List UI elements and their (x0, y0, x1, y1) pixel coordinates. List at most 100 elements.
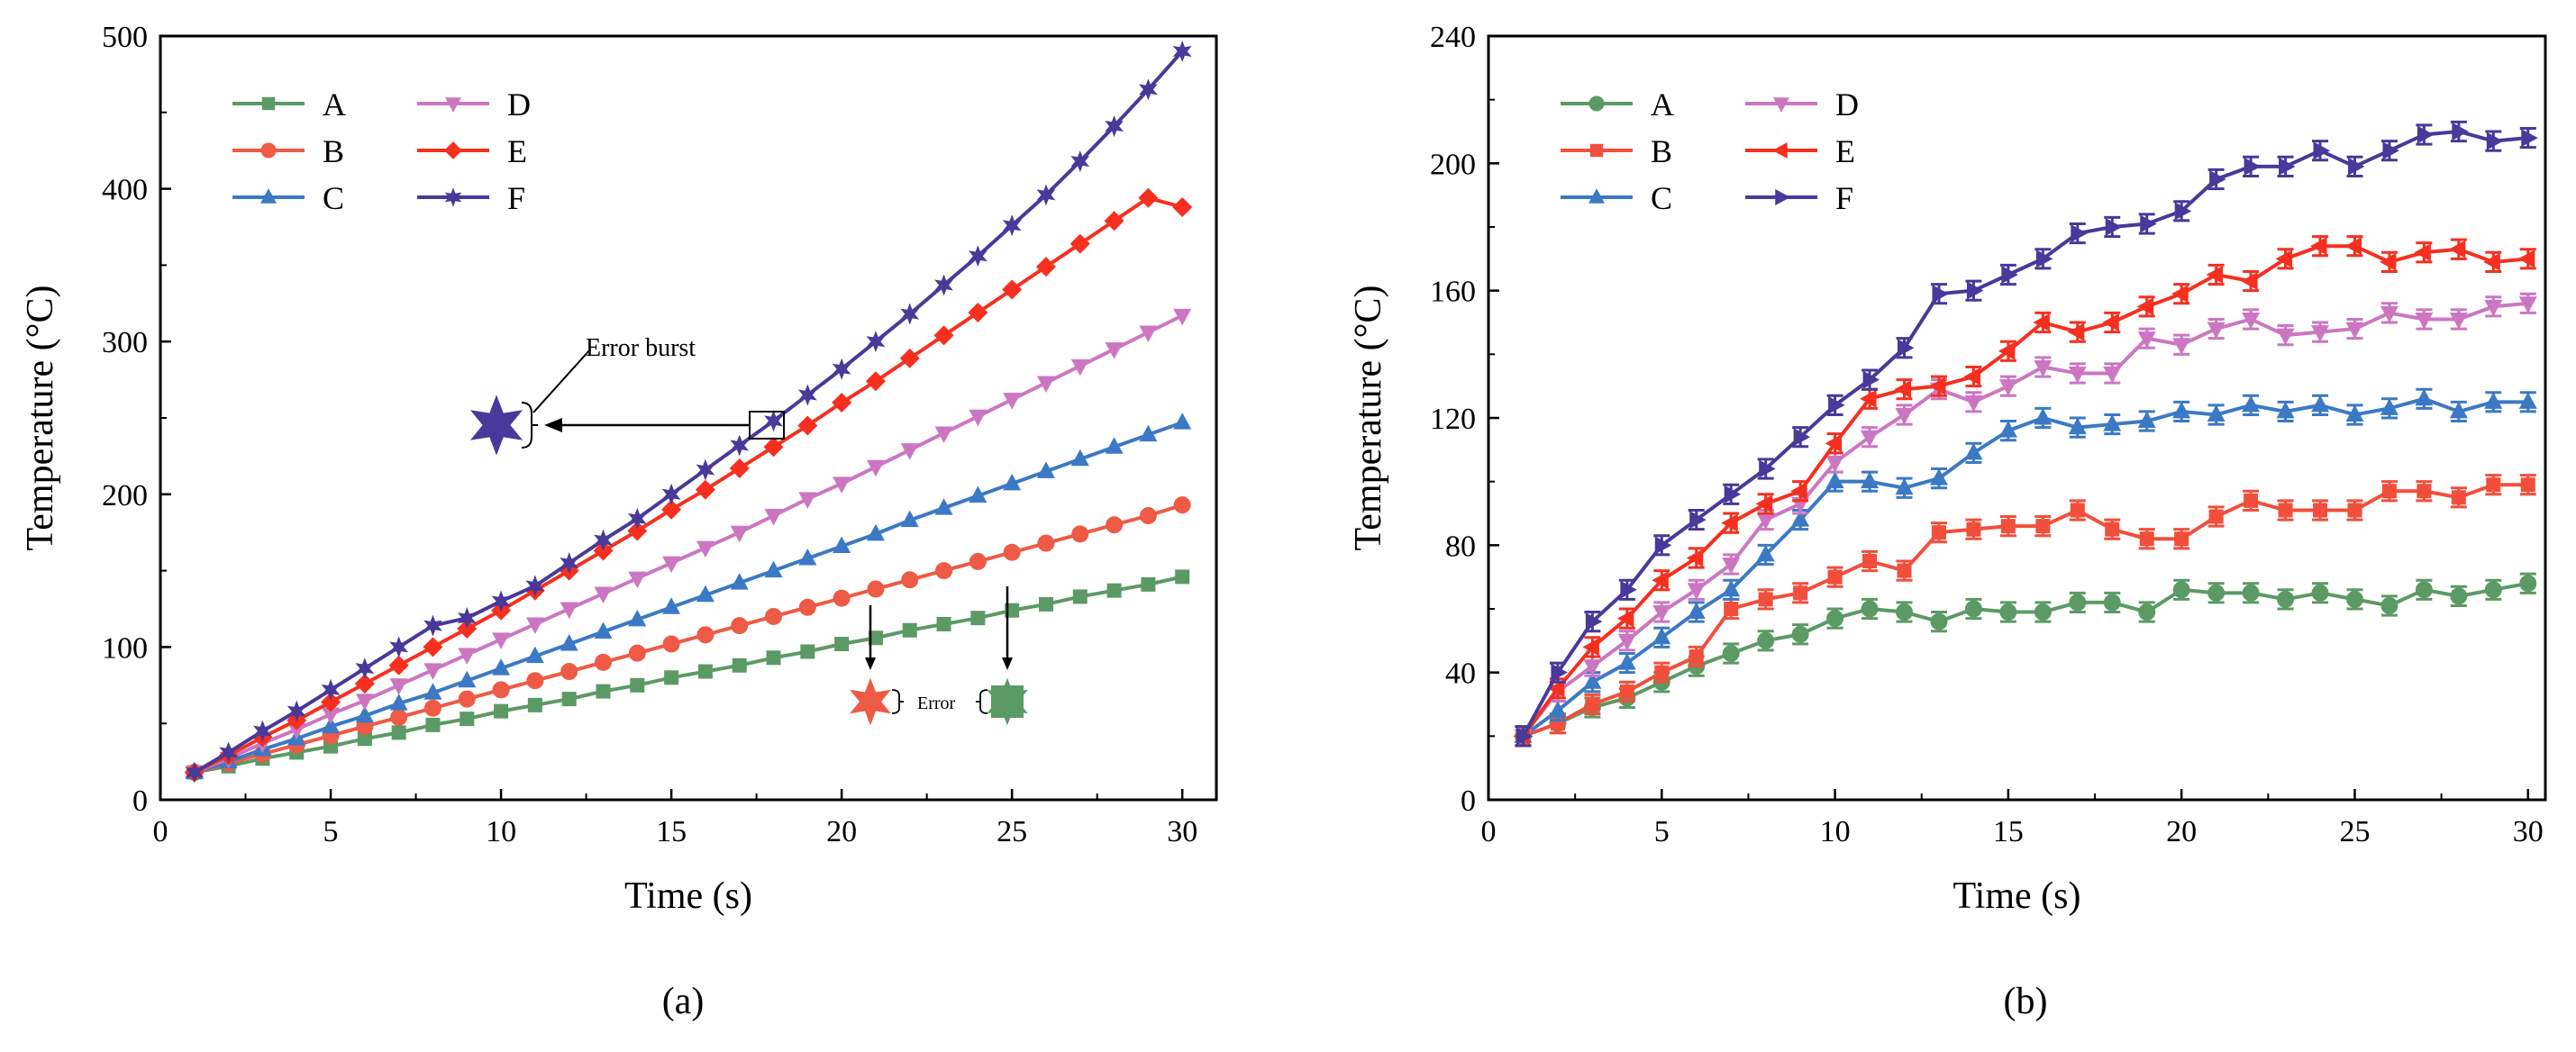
chart-b-y-axis-title: Temperature (°C) (1348, 286, 1389, 551)
chart-a-series-E-point (797, 415, 818, 436)
chart-a-series-F-point (594, 529, 613, 551)
chart-a-error-brace-left (891, 689, 904, 714)
chart-a-series-E-point (899, 348, 920, 368)
chart-b-series-F-point (2001, 266, 2018, 284)
chart-a-series-C (185, 413, 1192, 779)
chart-a-x-tick-label: 10 (486, 815, 516, 848)
chart-a-series-C-point (969, 485, 988, 503)
chart-b-series-F-point (2174, 202, 2192, 221)
chart-b-series-F-point (1724, 485, 1742, 503)
chart-a-series-B-point (765, 607, 783, 625)
chart-b-series-C-point (2415, 388, 2434, 406)
chart-a-series-F-point (321, 678, 341, 701)
chart-b-series-F-point (2244, 157, 2262, 176)
chart-b-legend-label-A: A (1651, 86, 1674, 122)
chart-b-x-tick-label: 15 (1993, 815, 2024, 848)
chart-a-series-C-point (423, 683, 442, 700)
chart-b-series-B-point (2244, 493, 2259, 508)
chart-b-series-A-point (2345, 590, 2363, 608)
chart-b-series-A-point (2311, 584, 2329, 602)
chart-a-series-E-point (832, 393, 852, 413)
chart-a-series-A-point (596, 684, 611, 699)
chart-b-series-B-point (2035, 519, 2051, 534)
chart-b-series-A-point (1791, 625, 1809, 643)
chart-b-series-D-point (1861, 430, 1880, 448)
chart-b-series-C-point (2172, 401, 2191, 419)
chart-a-series-F-point (457, 607, 477, 630)
chart-b-series-E-point (1790, 482, 1807, 501)
chart-b-series-F-point (1585, 612, 1603, 631)
chart-b-series-D-line (1521, 301, 2528, 738)
chart-b-series-B-point (2381, 484, 2397, 499)
chart-b-series-F-point (2071, 224, 2088, 243)
chart-a-series-C-point (525, 646, 544, 664)
chart-a-series-A-point (732, 658, 747, 673)
chart-b-y-tick-label: 0 (1461, 784, 1476, 818)
chart-a-series-A-point (1106, 583, 1122, 598)
chart-a-series-D-point (322, 707, 341, 725)
chart-a-series-B-point (628, 644, 646, 662)
chart-a-series-F-point (730, 434, 750, 457)
chart-a-x-tick-label: 25 (997, 815, 1027, 848)
chart-b-series-C-point (1929, 468, 1948, 485)
chart-a-series-A-point (1175, 569, 1190, 585)
chart-a-series-E-point (354, 674, 375, 694)
chart-b-legend-label-D: D (1835, 86, 1859, 122)
chart-b-legend-marker-A (1588, 95, 1605, 112)
chart-b-series-D-point (1756, 512, 1775, 531)
chart-b-series-F-point (1828, 395, 1845, 414)
chart-b-series-E-point (1928, 376, 1946, 395)
chart-b-x-tick-label: 20 (2166, 815, 2197, 848)
chart-a-series-F-point (968, 245, 988, 268)
chart-b-series-A-point (1826, 610, 1844, 628)
chart-b-series-C-point (1895, 477, 1914, 495)
chart-b-series-E-point (2517, 249, 2535, 268)
chart-a-series-B-point (731, 617, 749, 635)
chart-b-series-E-point (1963, 367, 1980, 386)
chart-b-series-F-line (1521, 130, 2528, 738)
chart-b-x-axis-title: Time (s) (1953, 875, 2081, 917)
chart-a-series-B-point (1139, 507, 1157, 525)
chart-a-series-B-point (662, 635, 680, 653)
chart-b-series-E-point (2379, 252, 2397, 271)
chart-a-series-F-point (287, 700, 306, 722)
chart-a-error-arrowhead-left (865, 658, 876, 670)
chart-b-series-B-point (2208, 509, 2224, 524)
chart-b-series-A-point (2415, 581, 2433, 599)
chart-a-series-B-point (696, 626, 715, 644)
chart-b-legend-label-B: B (1651, 133, 1672, 169)
chart-b-series-B-point (2451, 490, 2466, 505)
chart-a-error-burst-label: Error burst (586, 334, 696, 362)
chart-a-series-A-point (494, 703, 509, 719)
chart-b-series-C-point (2276, 401, 2295, 419)
chart-a-series-D-point (764, 509, 783, 526)
chart-a-legend-marker-B (260, 142, 277, 159)
chart-b-series-B-point (2520, 477, 2535, 493)
chart-a-plot-frame (159, 34, 1218, 802)
chart-b-series-F-point (2486, 132, 2504, 150)
chart-a-series-C-point (866, 523, 885, 541)
chart-b-series-B-point (1897, 563, 1912, 578)
chart-b-series-D-point (1998, 379, 2017, 396)
chart-a-series-D-point (560, 602, 578, 619)
chart-b-series-C-point (2518, 392, 2537, 409)
chart-a-series-F (185, 40, 1192, 784)
chart-b-series-F-point (2035, 249, 2053, 268)
chart-b-series-B-point (1689, 649, 1704, 664)
chart-a-series-F-point (627, 507, 647, 530)
chart-b-series-E-point (1686, 549, 1704, 567)
chart-b-series-A-point (2172, 581, 2190, 599)
chart-b-series-A-point (1861, 600, 1879, 618)
chart-a-series-A-point (834, 637, 850, 652)
chart-b-series-D-point (2276, 328, 2295, 346)
chart-a-series-C-point (934, 498, 953, 515)
chart-b-series-D-point (2207, 322, 2226, 340)
chart-b-series-C-point (2380, 398, 2399, 415)
chart-a-series-A-point (1141, 576, 1156, 592)
chart-a-series-F-point (560, 552, 579, 575)
chart-b-series-D-point (2415, 312, 2434, 330)
chart-b-y-tick-label: 160 (1430, 276, 1476, 309)
chart-a-x-tick-label: 15 (656, 815, 687, 848)
chart-b-series-F-point (2279, 157, 2296, 176)
chart-b-series-B-point (2347, 503, 2362, 518)
